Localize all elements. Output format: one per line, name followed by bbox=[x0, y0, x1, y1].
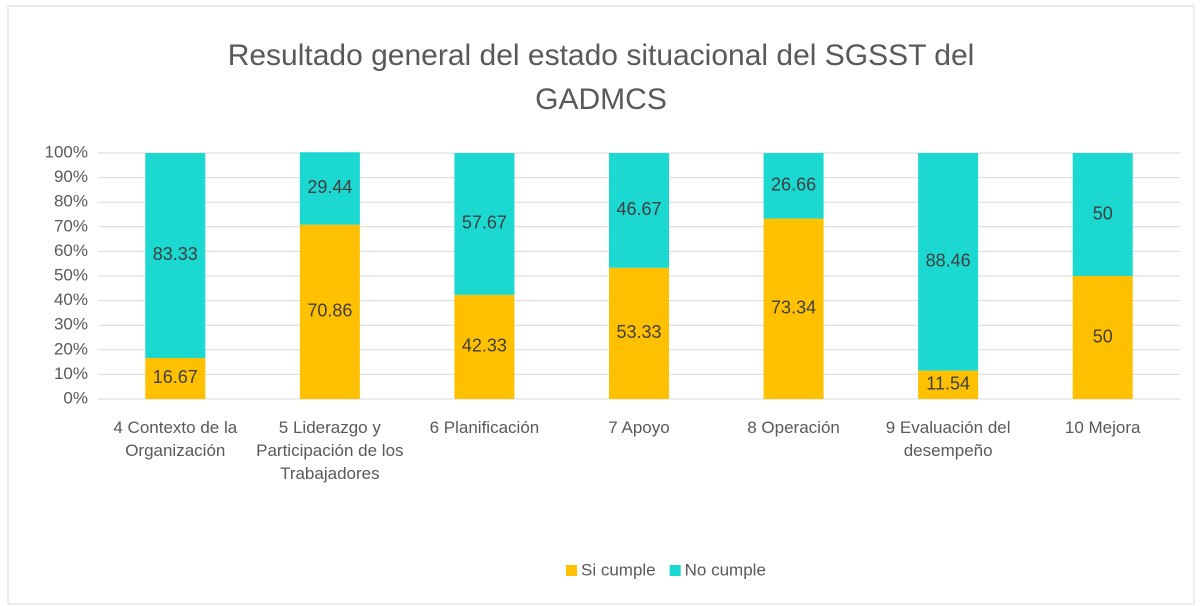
bar-segment bbox=[1072, 276, 1133, 399]
bar-segment bbox=[763, 153, 824, 219]
bar-segment bbox=[454, 294, 515, 399]
data-label: 88.46 bbox=[926, 251, 971, 271]
y-tick-label: 90% bbox=[54, 167, 88, 186]
data-label: 73.34 bbox=[771, 298, 816, 318]
x-tick-label: 6 Planificación bbox=[429, 418, 540, 437]
legend-swatch bbox=[566, 565, 577, 576]
legend-label: Si cumple bbox=[581, 560, 656, 579]
data-label: 57.67 bbox=[462, 213, 507, 233]
y-tick-label: 100% bbox=[45, 142, 88, 161]
bar-segment bbox=[763, 218, 824, 399]
data-label: 46.67 bbox=[616, 199, 661, 219]
x-tick-label: 4 Contexto de la Organización bbox=[113, 418, 238, 460]
y-tick-label: 30% bbox=[54, 315, 88, 334]
bar-segment bbox=[609, 267, 669, 399]
x-tick-label: 5 Liderazgo y Participación de los Traba… bbox=[256, 418, 404, 483]
bar-segment bbox=[918, 153, 979, 371]
data-label: 42.33 bbox=[462, 336, 507, 356]
bar-segment bbox=[454, 153, 515, 295]
chart-border bbox=[7, 5, 1195, 605]
y-tick-label: 10% bbox=[54, 364, 88, 383]
x-tick-label: 9 Evaluación del desempeño bbox=[885, 418, 1011, 460]
y-tick-label: 70% bbox=[54, 216, 88, 235]
y-tick-label: 60% bbox=[54, 241, 88, 260]
y-tick-label: 50% bbox=[54, 265, 88, 284]
legend-swatch bbox=[669, 565, 681, 576]
y-tick-label: 80% bbox=[54, 192, 88, 211]
data-label: 83.33 bbox=[153, 244, 198, 264]
x-tick-label: 10 Mejora bbox=[1064, 418, 1141, 437]
bar-segment bbox=[145, 357, 206, 399]
y-tick-label: 0% bbox=[63, 388, 88, 407]
bar-segment bbox=[609, 153, 669, 268]
bar-segment bbox=[1072, 153, 1133, 276]
chart-title: Resultado general del estado situacional… bbox=[227, 39, 975, 116]
bar-segment bbox=[299, 152, 360, 225]
bar-segment bbox=[299, 224, 360, 399]
x-tick-label: 8 Operación bbox=[747, 418, 840, 437]
data-label: 11.54 bbox=[926, 374, 970, 394]
y-tick-label: 40% bbox=[54, 290, 88, 309]
data-label: 16.67 bbox=[153, 367, 198, 387]
legend-label: No cumple bbox=[685, 560, 766, 579]
data-label: 70.86 bbox=[307, 301, 352, 321]
data-label: 26.66 bbox=[771, 175, 816, 195]
data-label: 53.33 bbox=[616, 322, 661, 342]
data-label: 50 bbox=[1093, 203, 1113, 223]
y-tick-label: 20% bbox=[54, 339, 88, 358]
data-label: 29.44 bbox=[307, 177, 352, 197]
bar-segment bbox=[145, 153, 206, 358]
x-tick-label: 7 Apoyo bbox=[608, 418, 670, 437]
bar-segment bbox=[918, 370, 979, 399]
data-label: 50 bbox=[1093, 326, 1113, 346]
